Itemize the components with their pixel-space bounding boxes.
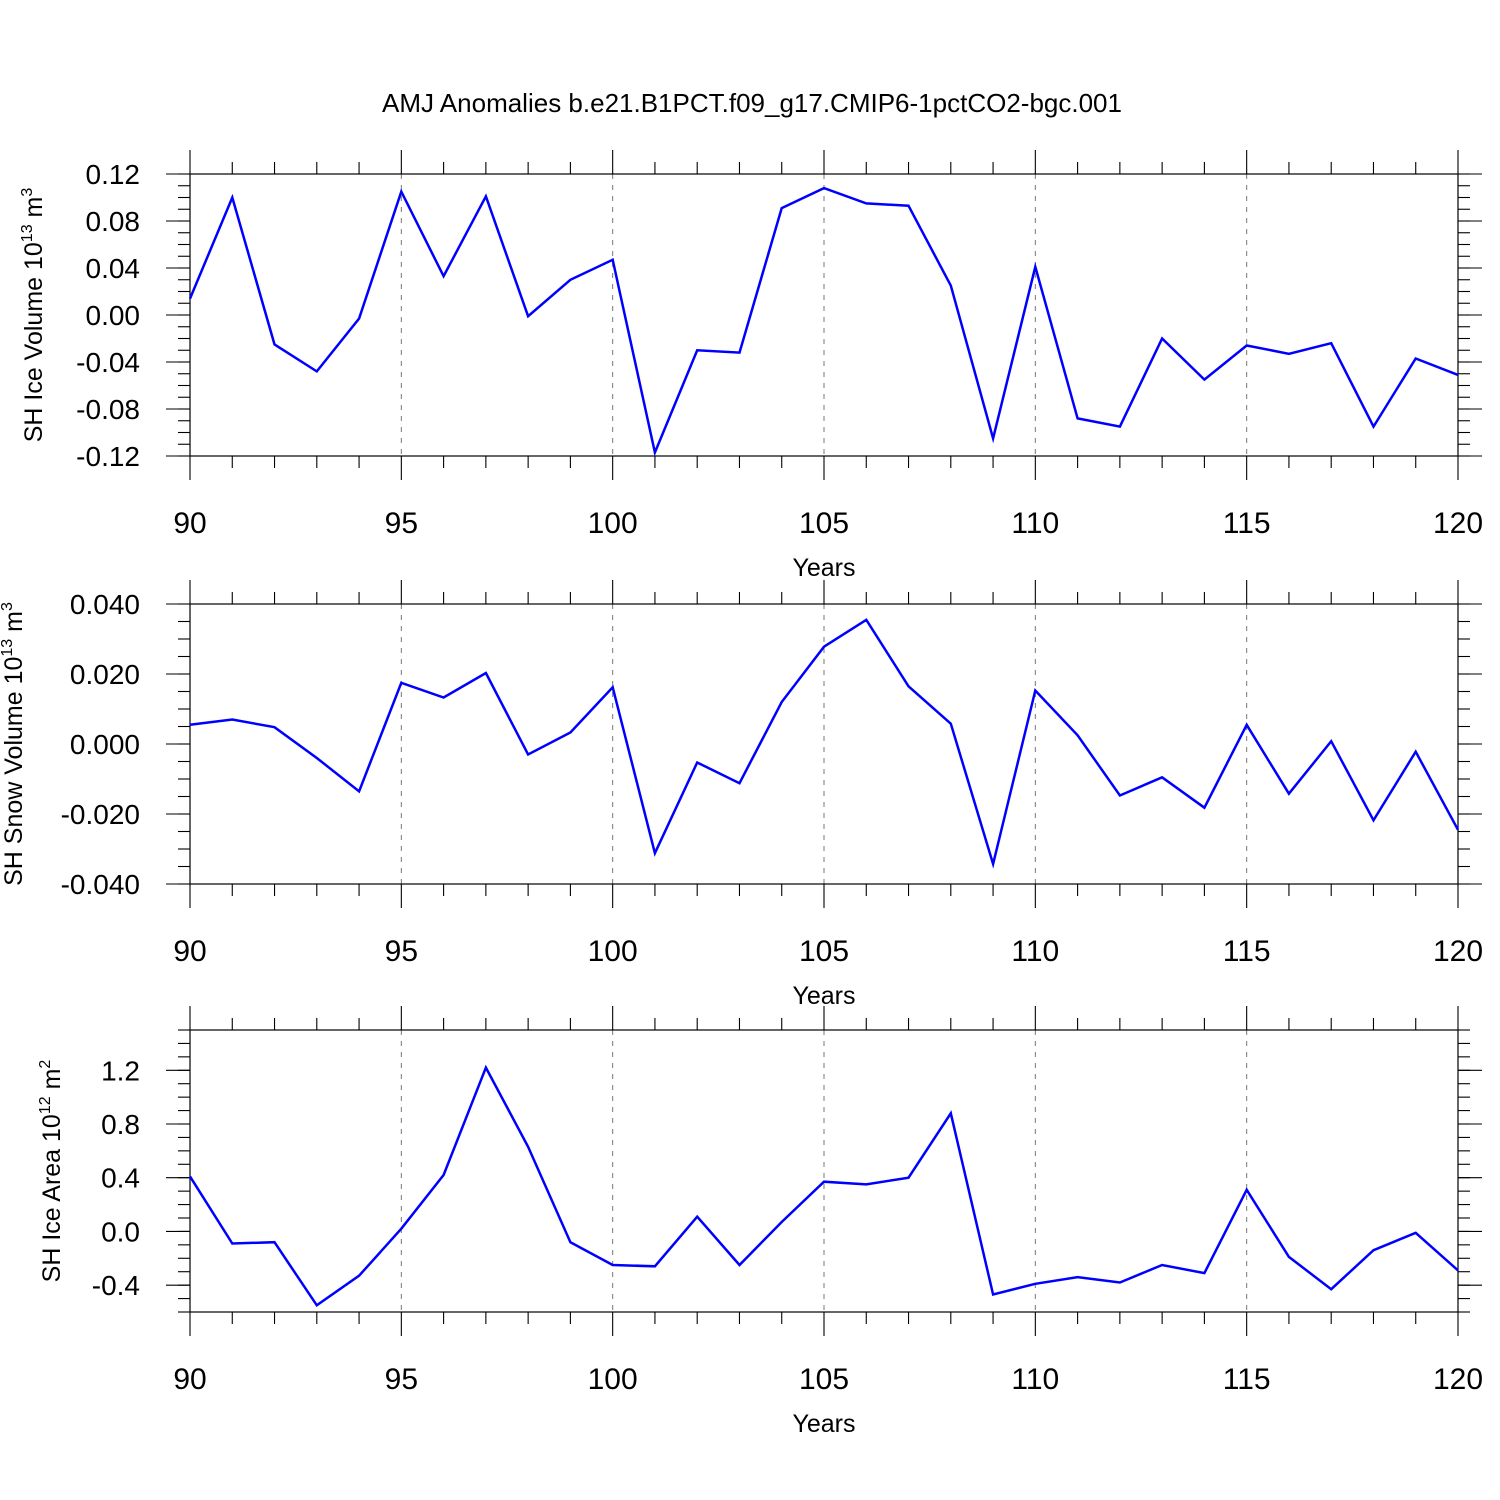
x-tick-label: 90 xyxy=(173,1363,206,1396)
y-axis-label-unit-exponent: 3 xyxy=(19,188,36,197)
plot-frame xyxy=(189,1029,1459,1313)
x-axis-label: Years xyxy=(792,1410,855,1438)
x-tick-label: 105 xyxy=(799,1363,849,1396)
y-axis-label: SH Snow Volume 1013 m3 xyxy=(0,602,28,886)
y-tick-label: 1.2 xyxy=(101,1055,140,1086)
x-tick-label: 120 xyxy=(1433,507,1483,540)
panels-group: 90 95 100 105 110 115 120Years-0.12-0.08-0.040… xyxy=(0,150,1483,1438)
panel-3: 90 95 100 105 110 115 120 Years -0.4 0.0 0.4 0.8 1.2… xyxy=(37,1006,1483,1438)
y-axis-label-text: SH Snow Volume 10 xyxy=(0,657,28,886)
y-axis-label-text: SH Ice Volume 10 xyxy=(20,242,48,442)
y-tick-label: 0.4 xyxy=(101,1163,140,1194)
y-axis-label-exponent: 13 xyxy=(0,639,16,657)
y-axis-label: SH Ice Area 1012 m2 xyxy=(37,1060,66,1283)
y-tick-label: 0.020 xyxy=(70,659,140,690)
x-axis-label: Years xyxy=(792,982,855,1010)
x-tick-label: 120 xyxy=(1433,935,1483,968)
y-tick-label: -0.04 xyxy=(76,347,140,378)
x-tick-label: 110 xyxy=(1011,935,1059,968)
y-axis-label-unit: m xyxy=(38,1069,66,1097)
y-tick-label: 0.00 xyxy=(86,300,141,331)
x-tick-label: 105 xyxy=(799,507,849,540)
series-line xyxy=(188,186,1459,457)
y-tick-label: -0.4 xyxy=(92,1270,140,1301)
x-axis-label: Years xyxy=(792,554,855,582)
y-tick-label: 0.040 xyxy=(70,589,140,620)
y-tick-label: -0.020 xyxy=(61,799,140,830)
y-tick-label: 0.8 xyxy=(101,1109,140,1140)
y-axis-label-unit: m xyxy=(20,197,48,225)
x-tick-label: 90 xyxy=(173,507,206,540)
x-tick-label: 100 xyxy=(588,1363,638,1396)
panel-1: 90 95 100 105 110 115 120 Years -0.12 -0.08 -0.04 0… xyxy=(19,150,1483,582)
y-tick-label: 0.0 xyxy=(101,1216,140,1247)
panel-2: 90 95 100 105 110 115 120 Years -0.040 -0.020 0.00… xyxy=(0,580,1483,1010)
y-axis-label-unit-exponent: 3 xyxy=(0,602,16,611)
y-axis-label-exponent: 13 xyxy=(19,224,36,242)
series-line xyxy=(188,1064,1459,1308)
x-tick-label: 115 xyxy=(1223,1363,1271,1396)
y-tick-label: -0.08 xyxy=(76,394,140,425)
y-axis-label-exponent: 12 xyxy=(37,1096,54,1114)
series-line xyxy=(189,618,1460,869)
x-tick-label: 120 xyxy=(1433,1363,1483,1396)
y-tick-label: 0.12 xyxy=(86,159,141,190)
x-tick-label: 110 xyxy=(1011,507,1059,540)
x-tick-label: 115 xyxy=(1223,507,1271,540)
x-tick-label: 100 xyxy=(588,935,638,968)
y-tick-label: 0.000 xyxy=(70,729,140,760)
x-tick-label: 95 xyxy=(385,935,418,968)
y-axis-label-unit-exponent: 2 xyxy=(37,1060,54,1069)
x-tick-label: 115 xyxy=(1223,935,1271,968)
x-tick-label: 105 xyxy=(799,935,849,968)
y-axis-label-unit: m xyxy=(0,611,28,639)
x-tick-label: 100 xyxy=(588,507,638,540)
plot-frame xyxy=(189,173,1459,457)
x-tick-label: 95 xyxy=(385,507,418,540)
y-axis-label: SH Ice Volume 1013 m3 xyxy=(19,188,48,443)
y-tick-label: -0.040 xyxy=(61,869,140,900)
x-tick-label: 95 xyxy=(385,1363,418,1396)
figure-title: AMJ Anomalies b.e21.B1PCT.f09_g17.CMIP6-… xyxy=(382,88,1122,118)
x-tick-label: 90 xyxy=(173,935,206,968)
y-tick-label: -0.12 xyxy=(76,441,140,472)
y-axis-label-text: SH Ice Area 10 xyxy=(38,1114,66,1282)
x-tick-label: 110 xyxy=(1011,1363,1059,1396)
y-tick-label: 0.04 xyxy=(86,253,141,284)
y-tick-label: 0.08 xyxy=(86,206,141,237)
